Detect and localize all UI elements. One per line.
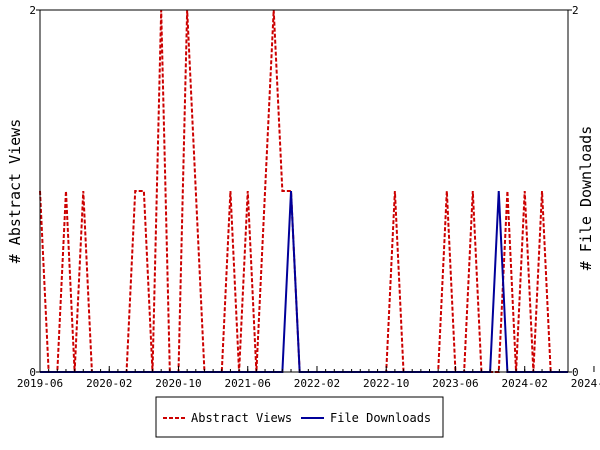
x-tick-label: 2019-06: [17, 377, 63, 390]
y-axis: 0 0 2 2: [29, 4, 578, 379]
y-left-tick-label: 0: [29, 366, 36, 379]
y-right-tick-label: 2: [572, 4, 579, 17]
x-axis: 2019-06 2020-02 2020-10 2021-06 2022-02 2022-…: [17, 366, 600, 390]
series-line-abstract-views: [39, 9, 568, 373]
series-layer: [39, 9, 568, 373]
plot-frame: [39, 9, 569, 373]
x-tick-label: 2020-02: [86, 377, 132, 390]
y-left-tick-label: 2: [29, 4, 36, 17]
x-tick-label: 2020-10: [155, 377, 201, 390]
x-tick-label: 2022-10: [363, 377, 409, 390]
x-tick-label: 2024-02: [502, 377, 548, 390]
x-tick-label: 2024-10: [571, 377, 600, 390]
legend-box: [155, 396, 444, 438]
right-axis-label: # File Downloads: [577, 126, 595, 271]
legend-label-abstract-views: Abstract Views: [191, 411, 292, 425]
y-right-tick-label: 0: [572, 366, 579, 379]
legend: Abstract Views File Downloads: [155, 396, 444, 438]
legend-label-file-downloads: File Downloads: [330, 411, 431, 425]
series-line-file-downloads: [40, 190, 568, 373]
x-tick-label: 2021-06: [225, 377, 271, 390]
x-tick-label: 2022-02: [294, 377, 340, 390]
x-tick-label: 2023-06: [432, 377, 478, 390]
left-axis-label: # Abstract Views: [6, 119, 24, 264]
